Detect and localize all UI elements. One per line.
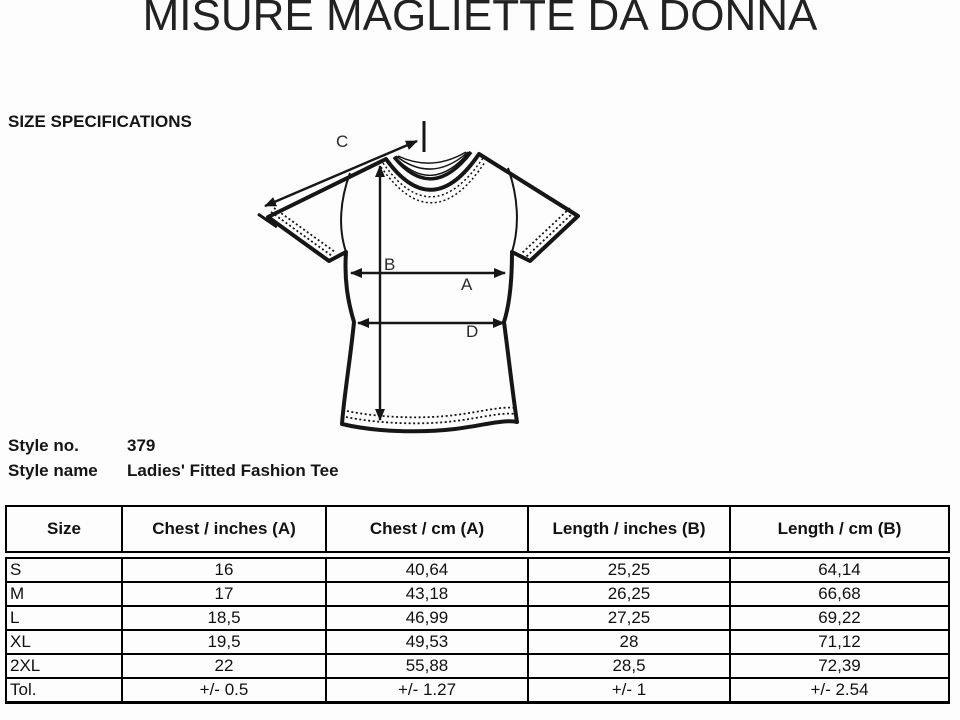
style-no-row: Style no. 379 xyxy=(8,436,155,456)
value-cell: 19,5 xyxy=(121,629,327,655)
value-cell: 28 xyxy=(527,629,731,655)
style-name-label: Style name xyxy=(8,461,98,480)
measure-label-c: C xyxy=(336,132,348,151)
header-row: Size Chest / inches (A) Chest / cm (A) L… xyxy=(5,505,950,553)
header-cell-size: Size xyxy=(5,505,123,553)
value-cell: 40,64 xyxy=(325,557,529,583)
value-cell: 18,5 xyxy=(121,605,327,631)
value-cell: 16 xyxy=(121,557,327,583)
size-row-2xl: 2XL 22 55,88 28,5 72,39 xyxy=(5,653,950,679)
page-title: MISURE MAGLIETTE DA DONNA xyxy=(142,0,818,40)
value-cell: 26,25 xyxy=(527,581,731,607)
header-cell-length-inches: Length / inches (B) xyxy=(527,505,731,553)
value-cell: 22 xyxy=(121,653,327,679)
value-cell: 72,39 xyxy=(729,653,950,679)
value-cell: 64,14 xyxy=(729,557,950,583)
value-cell: 66,68 xyxy=(729,581,950,607)
value-cell: 43,18 xyxy=(325,581,529,607)
value-cell: 46,99 xyxy=(325,605,529,631)
size-table-header: Size Chest / inches (A) Chest / cm (A) L… xyxy=(5,505,950,553)
style-name-row: Style name Ladies' Fitted Fashion Tee xyxy=(8,461,339,481)
tshirt-measurement-diagram: C B A D xyxy=(257,121,580,434)
style-no-label: Style no. xyxy=(8,436,79,455)
value-cell: +/- 0.5 xyxy=(121,677,327,704)
section-label: SIZE SPECIFICATIONS xyxy=(8,112,192,131)
size-row-s: S 16 40,64 25,25 64,14 xyxy=(5,557,950,583)
header-cell-chest-inches: Chest / inches (A) xyxy=(121,505,327,553)
style-name-value: Ladies' Fitted Fashion Tee xyxy=(127,461,339,480)
size-row-m: M 17 43,18 26,25 66,68 xyxy=(5,581,950,607)
value-cell: +/- 1 xyxy=(527,677,731,704)
measure-label-d: D xyxy=(466,322,478,341)
size-cell: XL xyxy=(5,629,123,655)
value-cell: +/- 2.54 xyxy=(729,677,950,704)
size-row-tolerance: Tol. +/- 0.5 +/- 1.27 +/- 1 +/- 2.54 xyxy=(5,677,950,704)
value-cell: 28,5 xyxy=(527,653,731,679)
measure-label-b: B xyxy=(384,255,395,274)
size-row-l: L 18,5 46,99 27,25 69,22 xyxy=(5,605,950,631)
measure-label-a: A xyxy=(461,275,473,294)
measure-arrow-c xyxy=(264,139,418,208)
value-cell: 25,25 xyxy=(527,557,731,583)
size-row-xl: XL 19,5 49,53 28 71,12 xyxy=(5,629,950,655)
size-cell: S xyxy=(5,557,123,583)
measure-labels: C B A D xyxy=(336,132,478,341)
style-no-value: 379 xyxy=(127,436,156,455)
cuff-stitch-left xyxy=(270,207,336,257)
header-cell-length-cm: Length / cm (B) xyxy=(729,505,950,553)
value-cell: 27,25 xyxy=(527,605,731,631)
size-table-body: S 16 40,64 25,25 64,14 M 17 43,18 26,25 … xyxy=(5,557,950,704)
size-cell: 2XL xyxy=(5,653,123,679)
value-cell: 55,88 xyxy=(325,653,529,679)
hem-stitch xyxy=(345,406,516,425)
value-cell: +/- 1.27 xyxy=(325,677,529,704)
measure-arrows xyxy=(264,139,506,421)
size-cell: L xyxy=(5,605,123,631)
tshirt-outline xyxy=(266,152,580,434)
value-cell: 17 xyxy=(121,581,327,607)
sleeve-end-tick xyxy=(257,212,278,229)
value-cell: 69,22 xyxy=(729,605,950,631)
armhole-seam-right xyxy=(507,167,518,253)
value-cell: 49,53 xyxy=(325,629,529,655)
header-cell-chest-cm: Chest / cm (A) xyxy=(325,505,529,553)
size-cell: M xyxy=(5,581,123,607)
size-cell: Tol. xyxy=(5,677,123,704)
extension-marks xyxy=(257,121,426,229)
cuff-stitch-right xyxy=(521,207,575,258)
value-cell: 71,12 xyxy=(729,629,950,655)
